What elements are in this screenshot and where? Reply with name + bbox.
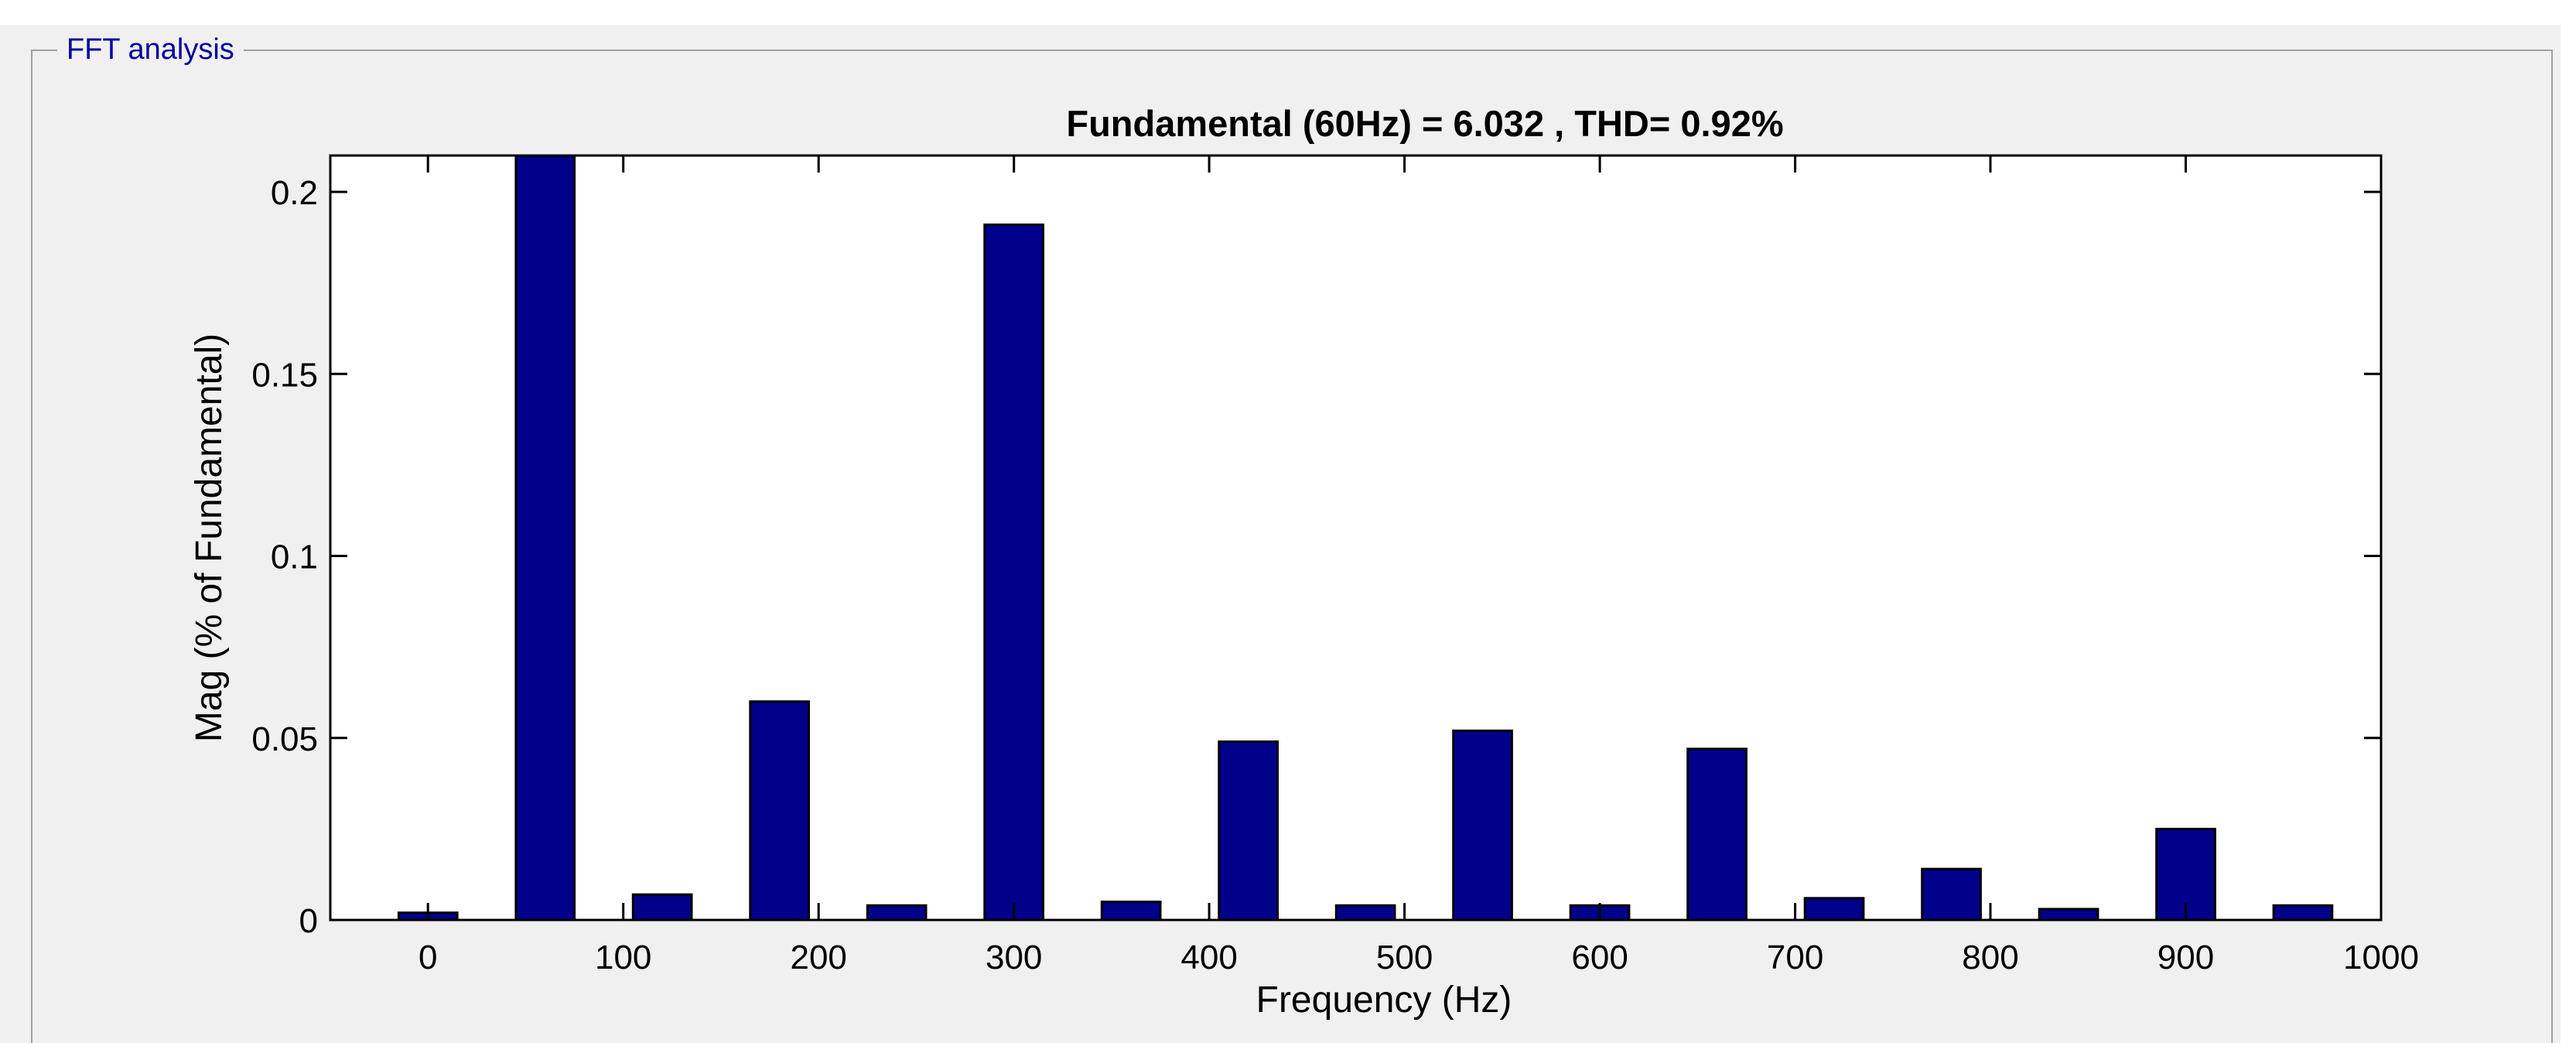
x-tick-labels: 0 100 200 300 400 500 600 700 800 900 1000 bbox=[419, 939, 2419, 976]
bar-420hz bbox=[1218, 740, 1279, 922]
bar-120hz bbox=[631, 893, 693, 922]
bar-300hz bbox=[983, 223, 1045, 922]
bars bbox=[397, 154, 2334, 922]
y-tick-label: 0.05 bbox=[251, 720, 318, 758]
x-tick-label: 300 bbox=[986, 939, 1042, 976]
bar-780hz bbox=[1921, 867, 1982, 922]
bar-60hz bbox=[514, 154, 576, 922]
bar-720hz bbox=[1803, 897, 1865, 922]
bar-900hz bbox=[2155, 827, 2216, 922]
y-tick-labels: 0 0.05 0.1 0.15 0.2 bbox=[251, 174, 318, 940]
x-tick-label: 1000 bbox=[2343, 939, 2419, 976]
x-tick-label: 600 bbox=[1571, 939, 1628, 976]
plot-area bbox=[330, 156, 2381, 920]
x-tick-label: 200 bbox=[790, 939, 846, 976]
bar-480hz bbox=[1334, 904, 1396, 922]
bar-960hz bbox=[2272, 904, 2334, 922]
y-tick-label: 0 bbox=[299, 902, 318, 940]
bar-240hz bbox=[866, 904, 928, 922]
x-tick-label: 900 bbox=[2157, 939, 2214, 976]
bar-660hz bbox=[1686, 747, 1748, 922]
panel-title: FFT analysis bbox=[57, 31, 244, 68]
y-tick-label: 0.15 bbox=[251, 356, 318, 394]
x-tick-label: 800 bbox=[1962, 939, 2018, 976]
x-tick-label: 400 bbox=[1180, 939, 1237, 976]
x-tick-label: 0 bbox=[419, 939, 437, 976]
chart-title: Fundamental (60Hz) = 6.032 , THD= 0.92% bbox=[1066, 103, 1783, 144]
y-tick-label: 0.1 bbox=[271, 539, 318, 576]
x-tick-label: 100 bbox=[595, 939, 651, 976]
bar-360hz bbox=[1100, 901, 1162, 922]
x-axis-label: Frequency (Hz) bbox=[1256, 980, 1512, 1021]
x-tick-label: 500 bbox=[1376, 939, 1433, 976]
fft-analysis-frame bbox=[31, 50, 2553, 1043]
y-tick-label: 0.2 bbox=[271, 174, 318, 212]
x-tick-label: 700 bbox=[1767, 939, 1823, 976]
plot-border bbox=[329, 154, 2383, 922]
y-axis-label: Mag (% of Fundamental) bbox=[189, 333, 230, 742]
bar-840hz bbox=[2038, 908, 2099, 922]
bar-180hz bbox=[749, 700, 810, 922]
bar-540hz bbox=[1452, 729, 1513, 922]
